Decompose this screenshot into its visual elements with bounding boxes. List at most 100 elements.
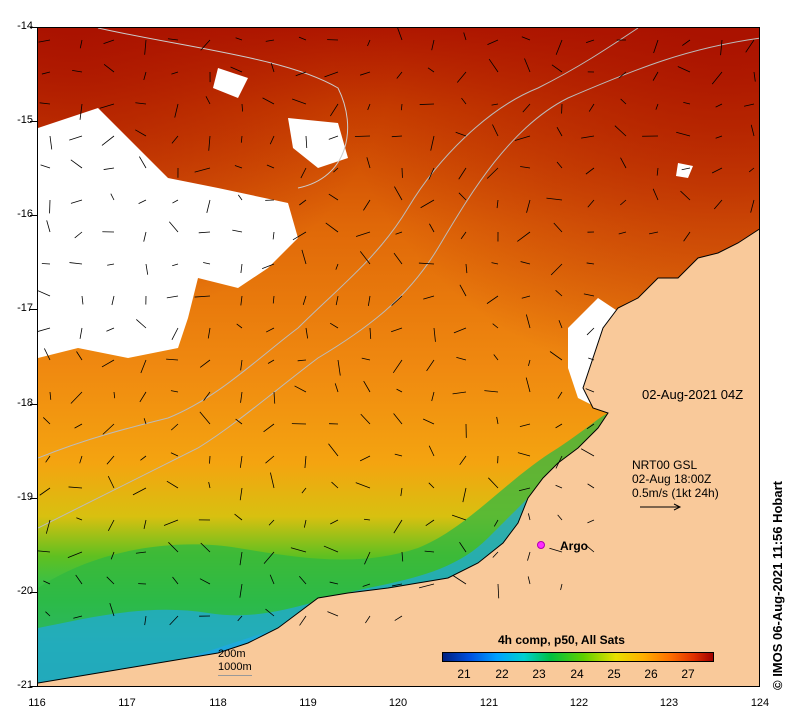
current-vector-arrow <box>581 135 595 139</box>
colorbar-tick: 25 <box>607 667 621 681</box>
current-vector-arrow <box>486 295 499 304</box>
current-vector-arrow <box>484 390 499 393</box>
current-vector-arrow <box>363 199 371 211</box>
sst-colorbar <box>442 652 714 662</box>
current-vector-arrow <box>462 487 467 503</box>
current-vector-arrow <box>237 615 243 622</box>
current-vector-arrow <box>418 262 435 265</box>
current-vector-arrow <box>272 231 275 240</box>
current-vector-arrow <box>40 164 51 169</box>
colorbar-title: 4h comp, p50, All Sats <box>498 633 625 647</box>
current-vector-arrow <box>459 455 467 466</box>
current-vector-arrow <box>364 551 371 565</box>
current-vector-arrow <box>140 455 147 461</box>
current-vector-arrow <box>395 231 403 235</box>
current-vector-arrow <box>208 135 211 151</box>
current-vector-arrow <box>113 391 116 399</box>
current-vector-arrow <box>750 199 755 213</box>
current-vector-arrow <box>524 58 531 73</box>
vector-legend-time: 02-Aug 18:00Z <box>632 472 712 486</box>
current-vector-arrow <box>269 135 275 145</box>
current-vector-arrow <box>49 135 53 150</box>
current-vector-arrow <box>302 295 307 305</box>
current-vector-arrow <box>143 418 147 425</box>
current-vector-arrow <box>520 166 531 169</box>
current-vector-arrow <box>199 578 211 585</box>
product-date: 02-Aug-2021 04Z <box>642 387 744 402</box>
current-vector-arrow <box>488 58 499 73</box>
current-vector-arrow <box>107 475 115 489</box>
cloud-gap-north <box>288 118 348 168</box>
current-vector-arrow <box>171 327 179 340</box>
current-vector-arrow <box>585 167 595 175</box>
current-vector-arrow <box>299 615 307 626</box>
current-vector-arrow <box>300 167 307 179</box>
current-vector-arrow <box>171 135 179 144</box>
current-vector-arrow <box>194 167 211 173</box>
current-vector-arrow <box>68 486 83 489</box>
current-vector-arrow <box>170 390 179 393</box>
vector-legend-scale: 0.5m/s (1kt 24h) <box>632 486 719 500</box>
current-vector-arrow <box>555 290 563 297</box>
depth-legend-1000m: 1000m <box>218 661 252 673</box>
current-vector-arrow <box>206 199 211 213</box>
current-vector-arrow <box>329 581 339 585</box>
current-vector-arrow <box>555 423 563 429</box>
current-vector-arrow <box>549 351 563 361</box>
current-vector-arrow <box>527 551 531 561</box>
current-vector-arrow <box>522 103 531 113</box>
current-vector-arrow <box>525 314 531 329</box>
current-vector-arrow <box>585 39 595 44</box>
current-vector-arrow <box>163 519 179 526</box>
current-vector-arrow <box>492 323 499 329</box>
current-vector-arrow <box>70 199 83 204</box>
current-vector-arrow <box>43 580 51 585</box>
current-vector-arrow <box>266 164 275 169</box>
current-vector-arrow <box>198 231 211 234</box>
current-vector-arrow <box>139 391 147 403</box>
current-vector-arrow <box>497 583 500 599</box>
current-vector-arrow <box>451 514 467 521</box>
current-vector-arrow <box>337 359 341 376</box>
current-vector-arrow <box>200 39 211 51</box>
current-vector-arrow <box>335 263 339 270</box>
current-vector-arrow <box>460 231 467 240</box>
current-vector-arrow <box>301 249 307 265</box>
current-vector-arrow <box>361 357 371 361</box>
current-vector-arrow <box>553 222 563 233</box>
current-vector-arrow <box>555 39 563 55</box>
current-vector-arrow <box>419 103 435 105</box>
current-vector-arrow <box>750 124 755 137</box>
current-vector-arrow <box>521 295 531 299</box>
current-vector-arrow <box>365 615 371 624</box>
lat-label: -16 <box>17 208 33 220</box>
lat-label: -15 <box>17 114 33 126</box>
current-vector-arrow <box>144 39 147 55</box>
current-vector-arrow <box>620 157 627 169</box>
current-vector-arrow <box>455 131 467 137</box>
current-vector-arrow <box>235 37 243 41</box>
current-vector-arrow <box>172 263 179 267</box>
current-vector-arrow <box>550 263 563 276</box>
current-vector-arrow <box>101 135 115 146</box>
current-vector-arrow <box>265 327 275 333</box>
current-vector-arrow <box>753 71 756 82</box>
current-vector-arrow <box>394 453 403 457</box>
current-vector-arrow <box>270 63 275 73</box>
current-vector-arrow <box>452 391 467 395</box>
current-vector-arrow <box>425 519 435 527</box>
current-vector-arrow <box>194 295 211 298</box>
current-vector-arrow <box>682 39 691 46</box>
current-vector-arrow <box>240 135 243 143</box>
current-vector-arrow <box>456 71 467 83</box>
current-vector-arrow <box>74 423 83 429</box>
lat-label: -20 <box>17 585 33 597</box>
current-vector-arrow <box>132 487 147 496</box>
current-vector-arrow <box>240 391 243 403</box>
current-vector-arrow <box>79 103 83 120</box>
current-vector-arrow <box>272 295 275 304</box>
current-vector-arrow <box>74 231 83 239</box>
current-vector-arrow <box>101 359 115 368</box>
current-vector-arrow <box>67 551 83 558</box>
lat-label: -17 <box>17 302 33 314</box>
